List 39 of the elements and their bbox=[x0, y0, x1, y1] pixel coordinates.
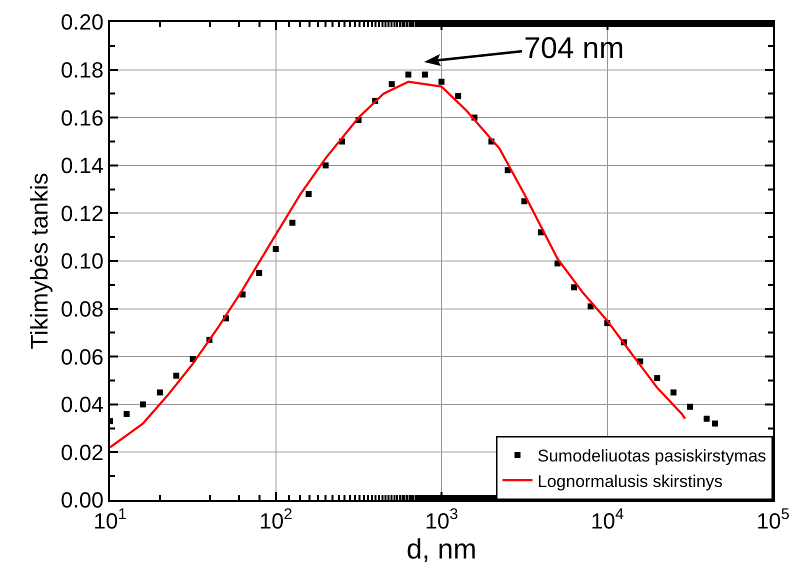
y-tick-label: 0.14 bbox=[60, 153, 104, 178]
point bbox=[124, 410, 130, 417]
point bbox=[322, 162, 329, 168]
x-tick-label: 10$^{2}$ bbox=[259, 506, 292, 534]
y-tick-label: 0.08 bbox=[60, 296, 104, 322]
point bbox=[388, 81, 395, 88]
y-tick-label: 0.16 bbox=[60, 105, 104, 130]
point bbox=[687, 404, 694, 410]
y-tick-label: 0.12 bbox=[60, 200, 104, 226]
point bbox=[289, 220, 296, 226]
point bbox=[140, 401, 146, 408]
point bbox=[306, 191, 312, 198]
point bbox=[704, 416, 710, 422]
y-tick-label: 0.10 bbox=[60, 248, 104, 274]
legend-label: Sumodeliuotas pasiskirstymas bbox=[538, 446, 766, 466]
y-tick-label: 0.04 bbox=[60, 392, 104, 418]
y-tick-label: 0.06 bbox=[60, 344, 104, 370]
x-tick-label: 10$^{5}$ bbox=[756, 506, 790, 534]
annotation: 704 nm bbox=[524, 32, 624, 65]
point bbox=[670, 389, 676, 396]
y-axis-title: Tikimybės tankis bbox=[26, 172, 54, 350]
y-tick-label: 0.00 bbox=[60, 488, 104, 513]
point bbox=[654, 375, 660, 382]
y-tick-label: 0.20 bbox=[60, 10, 104, 35]
x-tick-label: 10$^{4}$ bbox=[590, 506, 624, 534]
y-tick-label: 0.18 bbox=[60, 58, 104, 82]
x-tick-label: 10$^{3}$ bbox=[424, 506, 458, 534]
point bbox=[256, 270, 262, 276]
point bbox=[571, 284, 578, 290]
point bbox=[156, 389, 163, 396]
point bbox=[455, 93, 462, 100]
point bbox=[438, 78, 444, 85]
point bbox=[272, 246, 279, 252]
point bbox=[173, 372, 180, 379]
point bbox=[405, 72, 412, 78]
x-axis-title: d, nm bbox=[406, 533, 477, 564]
point bbox=[422, 72, 428, 78]
legend-label: Lognormalusis skirstinys bbox=[538, 472, 723, 491]
y-tick-label: 0.02 bbox=[60, 440, 104, 465]
